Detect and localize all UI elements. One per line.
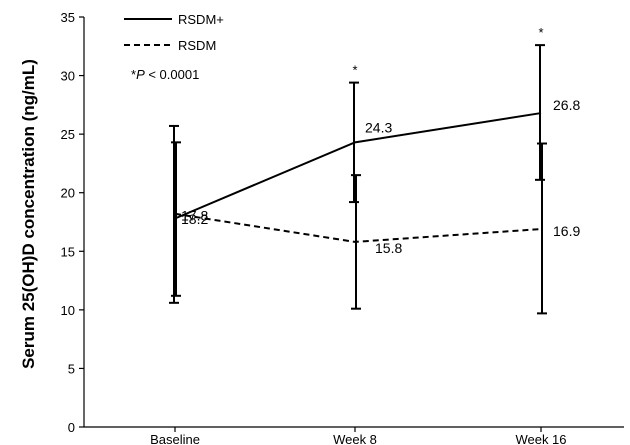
y-tick-label: 35 — [61, 10, 75, 25]
legend-label-rsdm: RSDM — [178, 38, 216, 53]
y-tick-label: 30 — [61, 69, 75, 84]
data-label: 24.3 — [365, 119, 392, 135]
y-axis-title: Serum 25(OH)D concentration (ng/mL) — [19, 59, 38, 369]
y-tick-label: 25 — [61, 127, 75, 142]
data-label: 26.8 — [553, 97, 580, 113]
data-label: 15.8 — [375, 240, 402, 256]
significance-star: * — [352, 63, 357, 78]
significance-note: *P < 0.0001 — [131, 67, 199, 82]
y-tick-label: 15 — [61, 244, 75, 259]
data-label: 16.9 — [553, 223, 580, 239]
x-tick-label: Week 8 — [333, 432, 377, 445]
y-tick-label: 20 — [61, 186, 75, 201]
y-tick-label: 10 — [61, 303, 75, 318]
series-line-rsdm — [174, 212, 542, 243]
legend-label-rsdm-plus: RSDM+ — [178, 12, 224, 27]
data-label: 18.2 — [181, 211, 208, 227]
legend: RSDM+ RSDM — [124, 12, 224, 53]
data-labels-layer: 17.8 24.3 * 26.8 * 18.2 15.8 16.9 — [181, 25, 580, 256]
series-layer — [169, 44, 547, 315]
data-label: 17.8 — [181, 207, 208, 223]
y-tick-label: 5 — [68, 361, 75, 376]
significance-note-star: * — [131, 67, 136, 82]
x-tick-label: Baseline — [150, 432, 200, 445]
significance-star: * — [538, 25, 543, 40]
significance-note-p: P — [136, 67, 145, 82]
x-tick-label: Week 16 — [515, 432, 566, 445]
y-tick-label: 0 — [68, 420, 75, 435]
axes: 0 5 10 15 20 25 30 35 Baseline Week 8 Week 16 — [61, 10, 624, 445]
significance-note-value: < 0.0001 — [145, 67, 200, 82]
